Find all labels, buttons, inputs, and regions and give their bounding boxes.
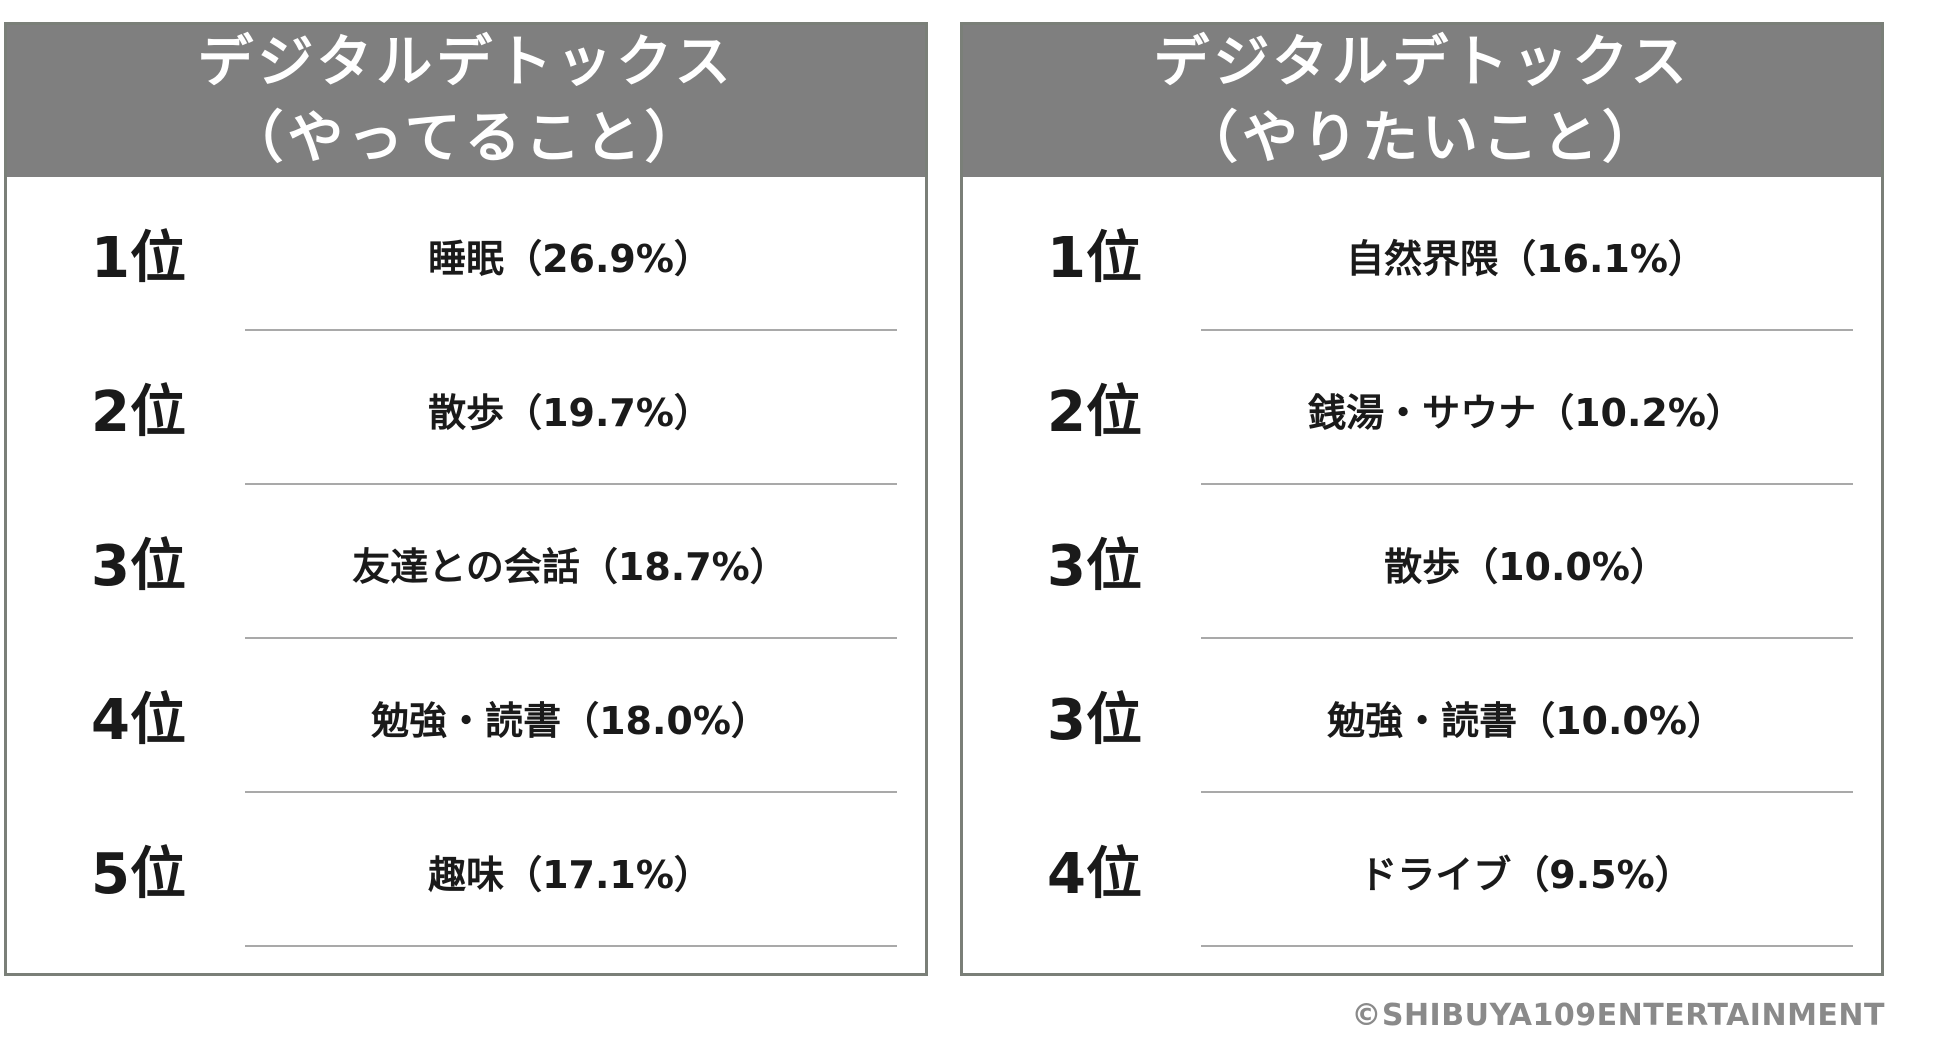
panel-title-line1: デジタルデトックス [197, 30, 735, 95]
ranking-item: 散歩（19.7%） [428, 391, 712, 435]
rank-label: 5位 [91, 842, 186, 907]
ranking-row: 5位 趣味（17.1%） [7, 813, 925, 967]
ranking-row: 1位 自然界隈（16.1%） [963, 197, 1881, 351]
panel-title-line2: （やりたいこと） [1182, 106, 1662, 171]
rank-label: 2位 [1047, 380, 1142, 445]
ranking-item: 勉強・読書（18.0%） [371, 699, 769, 743]
rank-label: 4位 [1047, 842, 1142, 907]
panel-header: デジタルデトックス （やりたいこと） [963, 25, 1881, 177]
row-divider [245, 791, 897, 793]
ranking-item: 銭湯・サウナ（10.2%） [1308, 391, 1744, 435]
ranking-row: 4位 ドライブ（9.5%） [963, 813, 1881, 967]
ranking-row: 4位 勉強・読書（18.0%） [7, 659, 925, 813]
rank-label: 1位 [1047, 226, 1142, 291]
row-divider [1201, 945, 1853, 947]
rank-label: 4位 [91, 688, 186, 753]
row-divider [1201, 637, 1853, 639]
row-divider [1201, 483, 1853, 485]
ranking-item: 勉強・読書（10.0%） [1327, 699, 1725, 743]
ranking-row: 2位 銭湯・サウナ（10.2%） [963, 351, 1881, 505]
panel-title-line2: （やってること） [227, 106, 705, 171]
row-divider [245, 329, 897, 331]
rank-label: 3位 [1047, 534, 1142, 599]
ranking-item: 友達との会話（18.7%） [352, 545, 788, 589]
row-divider [245, 483, 897, 485]
ranking-row: 3位 友達との会話（18.7%） [7, 505, 925, 659]
ranking-row: 2位 散歩（19.7%） [7, 351, 925, 505]
ranking-panel-wish: デジタルデトックス （やりたいこと） 1位 自然界隈（16.1%） 2位 銭湯・… [960, 22, 1884, 976]
panel-title-line1: デジタルデトックス [1153, 30, 1691, 95]
ranking-item: 自然界隈（16.1%） [1346, 237, 1706, 281]
row-divider [1201, 791, 1853, 793]
row-divider [245, 637, 897, 639]
ranking-row: 3位 勉強・読書（10.0%） [963, 659, 1881, 813]
ranking-row: 3位 散歩（10.0%） [963, 505, 1881, 659]
rank-label: 3位 [91, 534, 186, 599]
copyright-text: ©SHIBUYA109ENTERTAINMENT [1351, 998, 1885, 1033]
ranking-item: ドライブ（9.5%） [1359, 853, 1693, 897]
rank-label: 1位 [91, 226, 186, 291]
ranking-item: 睡眠（26.9%） [428, 237, 712, 281]
ranking-item: 散歩（10.0%） [1384, 545, 1668, 589]
ranking-panel-doing: デジタルデトックス （やってること） 1位 睡眠（26.9%） 2位 散歩（19… [4, 22, 928, 976]
row-divider [245, 945, 897, 947]
ranking-row: 1位 睡眠（26.9%） [7, 197, 925, 351]
row-divider [1201, 329, 1853, 331]
ranking-item: 趣味（17.1%） [428, 853, 712, 897]
rank-label: 3位 [1047, 688, 1142, 753]
rank-label: 2位 [91, 380, 186, 445]
panel-header: デジタルデトックス （やってること） [7, 25, 925, 177]
